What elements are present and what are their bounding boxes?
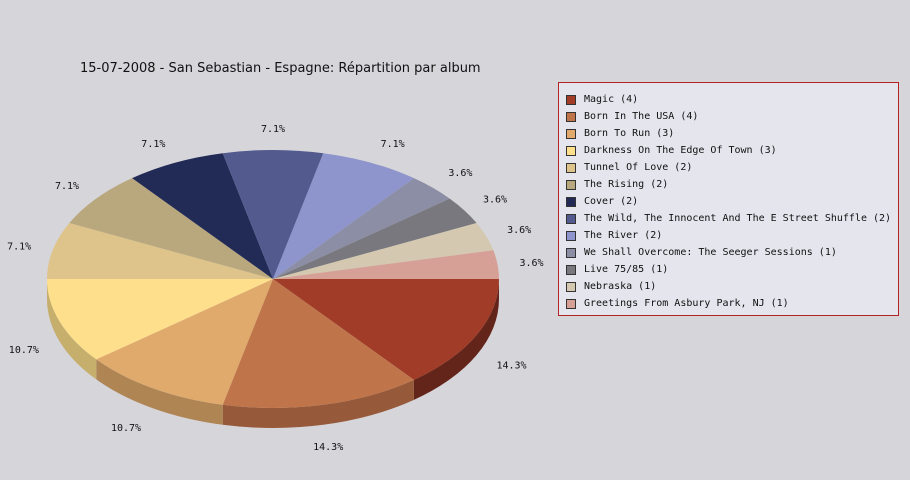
pie-slice-side-magic bbox=[413, 279, 499, 400]
pie-slice-side-born-in-the-usa bbox=[222, 379, 414, 428]
legend-item-cover: Cover (2) bbox=[559, 193, 898, 210]
legend-swatch bbox=[566, 145, 576, 156]
legend-label: Tunnel Of Love (2) bbox=[584, 162, 693, 173]
pie-label-the-wild-the-innocent-and-the-e-street-shuffle: 7.1% bbox=[261, 124, 285, 135]
pie-label-magic: 14.3% bbox=[496, 361, 526, 372]
pie-slice-the-rising bbox=[69, 178, 273, 279]
pie-label-tunnel-of-love: 7.1% bbox=[7, 241, 31, 252]
pie-slice-live-75-85 bbox=[273, 198, 477, 279]
legend-label: Greetings From Asbury Park, NJ (1) bbox=[584, 298, 789, 309]
legend-label: We Shall Overcome: The Seeger Sessions (… bbox=[584, 247, 837, 258]
legend-swatch bbox=[566, 247, 576, 258]
legend-swatch bbox=[566, 230, 576, 241]
legend-swatch bbox=[566, 264, 576, 275]
pie-slice-born-in-the-usa bbox=[222, 279, 414, 408]
legend-item-nebraska: Nebraska (1) bbox=[559, 278, 898, 295]
legend-swatch bbox=[566, 162, 576, 173]
legend-item-live-75-85: Live 75/85 (1) bbox=[559, 261, 898, 278]
legend-swatch bbox=[566, 196, 576, 207]
pie-slice-greetings-from-asbury-park-nj bbox=[273, 250, 499, 279]
legend-item-darkness-on-the-edge-of-town: Darkness On The Edge Of Town (3) bbox=[559, 142, 898, 159]
pie-label-the-rising: 7.1% bbox=[55, 181, 79, 192]
pie-slice-magic bbox=[273, 279, 499, 380]
legend-label: Magic (4) bbox=[584, 94, 639, 105]
pie-label-born-to-run: 10.7% bbox=[111, 423, 141, 434]
pie-slice-darkness-on-the-edge-of-town bbox=[47, 279, 273, 360]
pie-label-cover: 7.1% bbox=[141, 139, 165, 150]
legend-item-the-rising: The Rising (2) bbox=[559, 176, 898, 193]
pie-slice-the-wild-the-innocent-and-the-e-street-shuffle bbox=[222, 150, 324, 279]
pie-label-live-75-85: 3.6% bbox=[483, 195, 507, 206]
pie-slice-the-river bbox=[273, 153, 414, 279]
pie-slice-nebraska bbox=[273, 223, 494, 279]
pie-label-darkness-on-the-edge-of-town: 10.7% bbox=[9, 345, 39, 356]
legend-swatch bbox=[566, 179, 576, 190]
legend-item-the-wild-the-innocent-and-the-e-street-shuffle: The Wild, The Innocent And The E Street … bbox=[559, 210, 898, 227]
legend-item-the-river: The River (2) bbox=[559, 227, 898, 244]
pie-slice-born-to-run bbox=[96, 279, 273, 405]
legend-label: Born To Run (3) bbox=[584, 128, 675, 139]
legend-swatch bbox=[566, 111, 576, 122]
legend-item-greetings-from-asbury-park-nj: Greetings From Asbury Park, NJ (1) bbox=[559, 295, 898, 312]
legend-label: The Wild, The Innocent And The E Street … bbox=[584, 213, 892, 224]
pie-label-nebraska: 3.6% bbox=[507, 225, 531, 236]
legend-swatch bbox=[566, 128, 576, 139]
legend-label: Cover (2) bbox=[584, 196, 639, 207]
legend-item-magic: Magic (4) bbox=[559, 91, 898, 108]
legend-item-born-to-run: Born To Run (3) bbox=[559, 125, 898, 142]
legend-label: The River (2) bbox=[584, 230, 663, 241]
legend-swatch bbox=[566, 94, 576, 105]
legend-item-tunnel-of-love: Tunnel Of Love (2) bbox=[559, 159, 898, 176]
legend: Magic (4) Born In The USA (4) Born To Run … bbox=[558, 82, 899, 316]
pie-slice-tunnel-of-love bbox=[47, 223, 273, 279]
legend-item-born-in-the-usa: Born In The USA (4) bbox=[559, 108, 898, 125]
legend-label: Born In The USA (4) bbox=[584, 111, 699, 122]
legend-swatch bbox=[566, 298, 576, 309]
legend-swatch bbox=[566, 281, 576, 292]
pie-slice-we-shall-overcome-the-seeger-sessions bbox=[273, 178, 450, 279]
legend-swatch bbox=[566, 213, 576, 224]
legend-label: Darkness On The Edge Of Town (3) bbox=[584, 145, 777, 156]
legend-label: Live 75/85 (1) bbox=[584, 264, 669, 275]
pie-slice-side-darkness-on-the-edge-of-town bbox=[47, 279, 97, 380]
legend-label: Nebraska (1) bbox=[584, 281, 657, 292]
pie-label-greetings-from-asbury-park-nj: 3.6% bbox=[519, 258, 543, 269]
pie-label-we-shall-overcome-the-seeger-sessions: 3.6% bbox=[448, 168, 472, 179]
legend-label: The Rising (2) bbox=[584, 179, 669, 190]
chart-title: 15-07-2008 - San Sebastian - Espagne: Ré… bbox=[80, 61, 481, 76]
pie-slice-cover bbox=[132, 153, 273, 279]
pie-label-born-in-the-usa: 14.3% bbox=[313, 442, 343, 453]
legend-item-we-shall-overcome-the-seeger-sessions: We Shall Overcome: The Seeger Sessions (… bbox=[559, 244, 898, 261]
pie-label-the-river: 7.1% bbox=[381, 139, 405, 150]
pie-slice-side-born-to-run bbox=[96, 359, 223, 425]
